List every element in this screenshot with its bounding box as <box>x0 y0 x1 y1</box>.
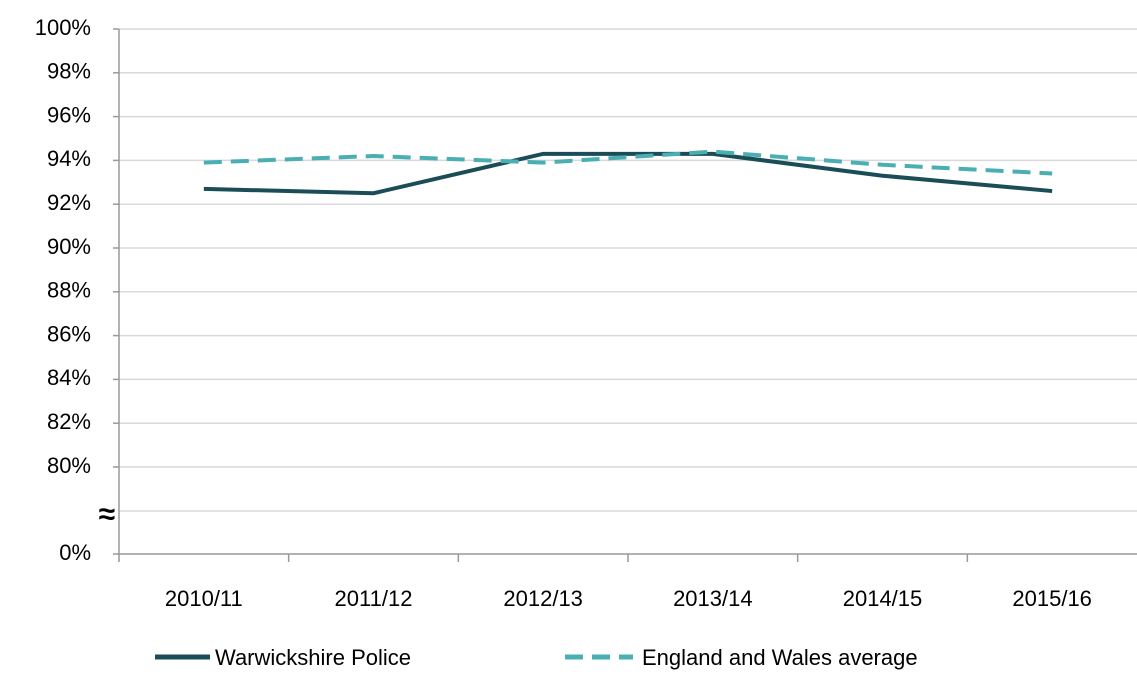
y-tick-label: 88% <box>47 278 91 303</box>
series-line <box>203 151 1053 196</box>
y-tick-label: 92% <box>47 190 91 215</box>
x-tick-label: 2013/14 <box>673 586 753 611</box>
y-tick-label: 84% <box>47 365 91 390</box>
y-tick-label: 100% <box>35 15 91 40</box>
y-tick-label: 86% <box>47 321 91 346</box>
y-tick-label: 94% <box>47 146 91 171</box>
x-tick-label: 2015/16 <box>1012 586 1092 611</box>
x-tick-label: 2010/11 <box>165 586 243 611</box>
y-tick-label: 80% <box>47 453 91 478</box>
y-tick-label: 98% <box>47 59 91 84</box>
legend-label: Warwickshire Police <box>215 645 411 670</box>
x-tick-label: 2011/12 <box>335 586 413 611</box>
series-line <box>203 149 1053 176</box>
x-tick-label: 2014/15 <box>843 586 923 611</box>
y-tick-label: 96% <box>47 102 91 127</box>
y-tick-label: 82% <box>47 409 91 434</box>
x-tick-label: 2012/13 <box>503 586 583 611</box>
y-tick-label: 90% <box>47 234 91 259</box>
y-tick-label: 0% <box>59 540 91 565</box>
axis-break-symbol: ≈ <box>99 498 115 531</box>
legend-label: England and Wales average <box>642 645 918 670</box>
